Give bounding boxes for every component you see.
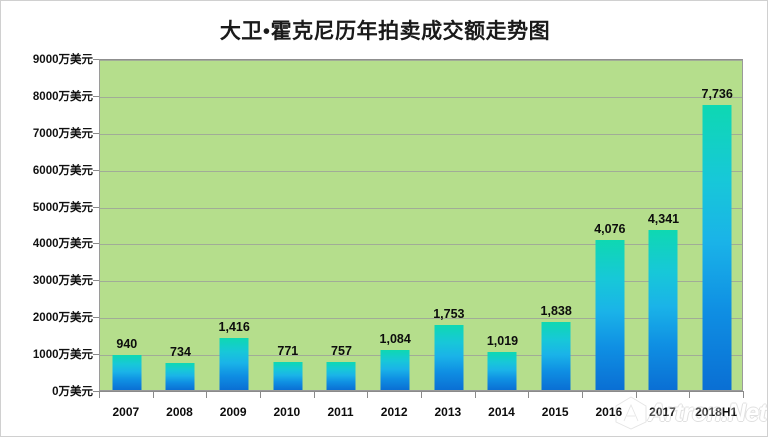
x-axis-tick-mark xyxy=(99,391,100,398)
bar-slot: 1,084 xyxy=(368,60,422,390)
bar-slot: 1,019 xyxy=(476,60,530,390)
bar-slot: 771 xyxy=(261,60,315,390)
y-axis-tick-mark xyxy=(93,132,99,134)
y-axis-tick-label: 9000万美元 xyxy=(32,54,93,66)
y-axis-tick-label: 2000万美元 xyxy=(32,312,93,325)
bar-2010[interactable] xyxy=(273,361,303,390)
x-axis-tick-mark xyxy=(635,391,637,398)
chart-title: 大卫•霍克尼历年拍卖成交额走势图 xyxy=(219,19,551,43)
y-axis-tick-mark xyxy=(93,391,99,392)
x-axis-tick-label-2017: 2017 xyxy=(649,405,676,419)
bar-2007[interactable] xyxy=(112,355,142,390)
x-axis-tick-label-2013: 2013 xyxy=(434,405,462,419)
y-axis-tick-label: 5000万美元 xyxy=(32,201,93,214)
y-axis-tick-mark xyxy=(93,59,99,60)
y-axis-tick-label: 7000万美元 xyxy=(32,127,93,140)
x-axis-tick-mark xyxy=(260,391,261,398)
x-axis-tick-label-2014: 2014 xyxy=(488,405,515,419)
gridline xyxy=(100,207,742,209)
bar-value-label-2008: 734 xyxy=(170,344,191,359)
bar-slot: 7,736 xyxy=(690,60,744,390)
y-axis-tick-mark xyxy=(93,280,99,282)
bar-value-label-2011: 757 xyxy=(331,344,352,359)
bar-value-label-2015: 1,838 xyxy=(540,304,572,319)
bar-value-label-2007: 940 xyxy=(116,337,138,352)
gridline xyxy=(100,60,742,61)
x-axis-tick-mark xyxy=(313,391,315,398)
bar-2018H1[interactable] xyxy=(702,104,732,390)
y-axis-tick-mark xyxy=(93,169,99,171)
bar-value-label-2009: 1,416 xyxy=(218,319,250,334)
gridline xyxy=(100,244,742,246)
gridline xyxy=(100,318,742,320)
bar-value-label-2014: 1,019 xyxy=(486,334,519,349)
bar-slot: 1,838 xyxy=(529,60,583,390)
x-axis-tick-mark xyxy=(206,391,208,398)
x-axis-tick-label-2007: 2007 xyxy=(112,405,140,419)
bar-2017[interactable] xyxy=(648,229,678,390)
x-axis-tick-mark xyxy=(689,391,691,398)
x-axis-tick-mark xyxy=(421,391,422,398)
y-axis-tick-mark xyxy=(93,354,99,356)
bar-2016[interactable] xyxy=(595,239,625,390)
bar-slot: 757 xyxy=(315,60,369,390)
gridline xyxy=(100,355,742,357)
y-axis-tick-label: 3000万美元 xyxy=(32,275,93,288)
bar-slot: 4,341 xyxy=(637,60,691,390)
x-axis-tick-mark xyxy=(474,391,476,398)
bar-value-label-2018H1: 7,736 xyxy=(701,86,733,101)
x-axis-tick-label-2011: 2011 xyxy=(327,405,354,419)
gridline xyxy=(100,133,742,135)
bar-2013[interactable] xyxy=(434,325,464,390)
bar-slot: 4,076 xyxy=(583,60,637,390)
y-axis-tick-mark xyxy=(93,95,99,97)
x-axis-tick-label-2018H1: 2018H1 xyxy=(695,405,738,419)
bar-value-label-2017: 4,341 xyxy=(647,211,680,226)
y-axis-tick-label: 4000万美元 xyxy=(32,238,93,251)
y-axis-tick-mark xyxy=(93,317,99,319)
x-axis-tick-label-2009: 2009 xyxy=(219,405,247,419)
x-axis-tick-label-2016: 2016 xyxy=(595,405,623,419)
bar-value-label-2016: 4,076 xyxy=(594,221,626,236)
x-axis-tick-label-2012: 2012 xyxy=(380,405,408,419)
plot-area: 940 734 1,416 771 757 1,084 1,753 1,019 1,838 4,0… xyxy=(99,59,743,391)
bar-slot: 1,416 xyxy=(207,60,261,390)
x-axis-tick-label-2008: 2008 xyxy=(166,405,193,419)
x-axis-tick-mark xyxy=(367,391,369,398)
bar-2012[interactable] xyxy=(380,350,410,390)
bar-slot: 1,753 xyxy=(422,60,476,390)
y-axis-tick-label: 8000万美元 xyxy=(32,90,93,103)
y-axis-tick-label: 1000万美元 xyxy=(32,349,93,362)
y-axis-tick-mark xyxy=(93,206,99,208)
y-axis-tick-label: 6000万美元 xyxy=(32,164,93,177)
gridline xyxy=(100,281,742,283)
gridline xyxy=(100,96,742,98)
y-axis-tick-label: 0万美元 xyxy=(52,386,93,398)
bar-2008[interactable] xyxy=(165,362,195,390)
bar-value-label-2010: 771 xyxy=(277,343,299,358)
bar-2009[interactable] xyxy=(219,337,249,390)
bar-value-label-2013: 1,753 xyxy=(433,307,465,322)
x-axis-tick-mark xyxy=(743,391,744,398)
bar-2011[interactable] xyxy=(326,362,356,390)
gridline xyxy=(100,170,742,172)
x-axis-tick-mark xyxy=(528,391,530,398)
x-axis-tick-label-2015: 2015 xyxy=(541,405,569,419)
x-axis-tick-label-2010: 2010 xyxy=(273,405,301,419)
bar-slot: 940 xyxy=(100,60,154,390)
x-axis-tick-mark xyxy=(152,391,154,398)
bar-2015[interactable] xyxy=(541,322,571,390)
bar-value-label-2012: 1,084 xyxy=(379,332,411,347)
y-axis-tick-mark xyxy=(93,243,99,245)
x-axis-tick-mark xyxy=(582,391,583,398)
bar-2014[interactable] xyxy=(487,352,517,390)
bar-slot: 734 xyxy=(154,60,208,390)
watermark: Artron.Net xyxy=(614,393,767,435)
